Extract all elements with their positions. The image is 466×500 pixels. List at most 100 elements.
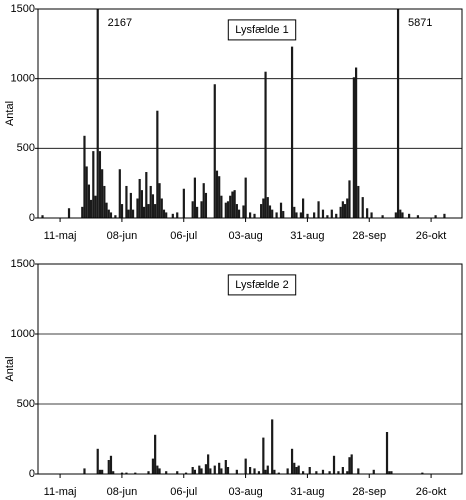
bar: [134, 472, 137, 474]
bar: [346, 471, 349, 474]
bar: [120, 472, 124, 474]
bar: [335, 213, 338, 218]
bar: [98, 469, 102, 474]
bar: [341, 467, 344, 474]
bar: [357, 185, 360, 218]
bar: [348, 180, 351, 218]
bar: [297, 465, 300, 474]
x-tick-label: 08-jun: [107, 230, 138, 242]
bar: [129, 192, 132, 218]
bar: [202, 183, 205, 218]
bar: [396, 9, 400, 218]
bar: [231, 191, 234, 218]
bar-value-label: 2167: [108, 17, 132, 29]
bar: [237, 209, 241, 218]
bar: [176, 212, 179, 218]
x-tick-label: 26-okt: [416, 230, 447, 242]
bar: [96, 9, 99, 218]
bar: [346, 198, 349, 218]
x-tick-label: 03-aug: [228, 230, 262, 242]
bar: [366, 208, 369, 218]
bar: [131, 209, 135, 218]
bar: [87, 184, 90, 218]
bar: [154, 434, 157, 474]
bar: [357, 468, 360, 474]
bar: [416, 215, 420, 218]
bar: [158, 183, 161, 218]
bar: [224, 202, 227, 218]
bar: [308, 467, 311, 474]
bar: [165, 471, 168, 474]
bar: [275, 212, 278, 218]
bar: [315, 471, 318, 474]
bar: [262, 437, 265, 474]
bar: [162, 209, 166, 218]
y-tick-label: 500: [17, 142, 35, 154]
bar: [286, 468, 289, 474]
bar: [85, 166, 88, 218]
bar: [293, 206, 296, 218]
bar: [277, 472, 280, 474]
bar: [264, 71, 267, 218]
bar: [147, 204, 150, 218]
bar: [408, 213, 411, 218]
y-axis-label: Antal: [4, 101, 16, 126]
bar: [321, 209, 325, 218]
bar: [149, 185, 152, 218]
bar: [348, 457, 351, 474]
bar: [279, 202, 283, 218]
bar: [381, 215, 384, 218]
x-tick-label: 03-aug: [228, 486, 262, 498]
y-tick-label: 1500: [11, 258, 35, 270]
bar: [218, 462, 221, 474]
x-tick-label: 26-okt: [416, 486, 447, 498]
x-tick-label: 06-jul: [170, 486, 197, 498]
bar: [213, 84, 216, 218]
bar: [191, 201, 194, 218]
y-tick-label: 500: [17, 398, 35, 410]
bar: [244, 177, 247, 218]
title-box: [227, 19, 297, 41]
x-tick-label: 11-maj: [44, 230, 77, 242]
bar: [220, 468, 223, 474]
bar: [260, 204, 263, 218]
y-tick-label: 0: [29, 468, 35, 480]
bar: [317, 201, 320, 218]
bar: [196, 206, 199, 218]
bar: [330, 209, 333, 218]
bar: [328, 471, 331, 474]
panel-title: Lysfælde 1: [235, 24, 288, 36]
bar: [249, 212, 252, 218]
bar: [339, 206, 342, 218]
bar-value-label: 5871: [408, 17, 432, 29]
bar: [67, 208, 71, 218]
bars: [0, 9, 446, 218]
bar: [147, 471, 150, 474]
bar: [350, 454, 353, 474]
bar: [242, 205, 245, 218]
bar: [143, 206, 146, 218]
bar: [160, 198, 163, 218]
bar: [107, 460, 110, 474]
bar: [215, 170, 219, 218]
bar: [355, 67, 358, 218]
bar: [226, 467, 230, 474]
bar: [94, 195, 97, 218]
bar: [313, 212, 316, 218]
bar: [182, 188, 185, 218]
bar: [200, 468, 203, 474]
bar: [268, 205, 272, 218]
y-tick-label: 0: [29, 212, 35, 224]
bar: [83, 468, 86, 474]
x-tick-label: 28-sep: [352, 486, 386, 498]
bar: [306, 213, 309, 218]
bar: [151, 458, 155, 474]
bar: [443, 213, 446, 218]
bar: [165, 212, 168, 218]
bar: [81, 206, 84, 218]
bar: [0, 217, 2, 218]
bar: [264, 469, 267, 474]
bar: [145, 172, 148, 218]
bar: [101, 469, 104, 474]
bar: [125, 472, 128, 474]
